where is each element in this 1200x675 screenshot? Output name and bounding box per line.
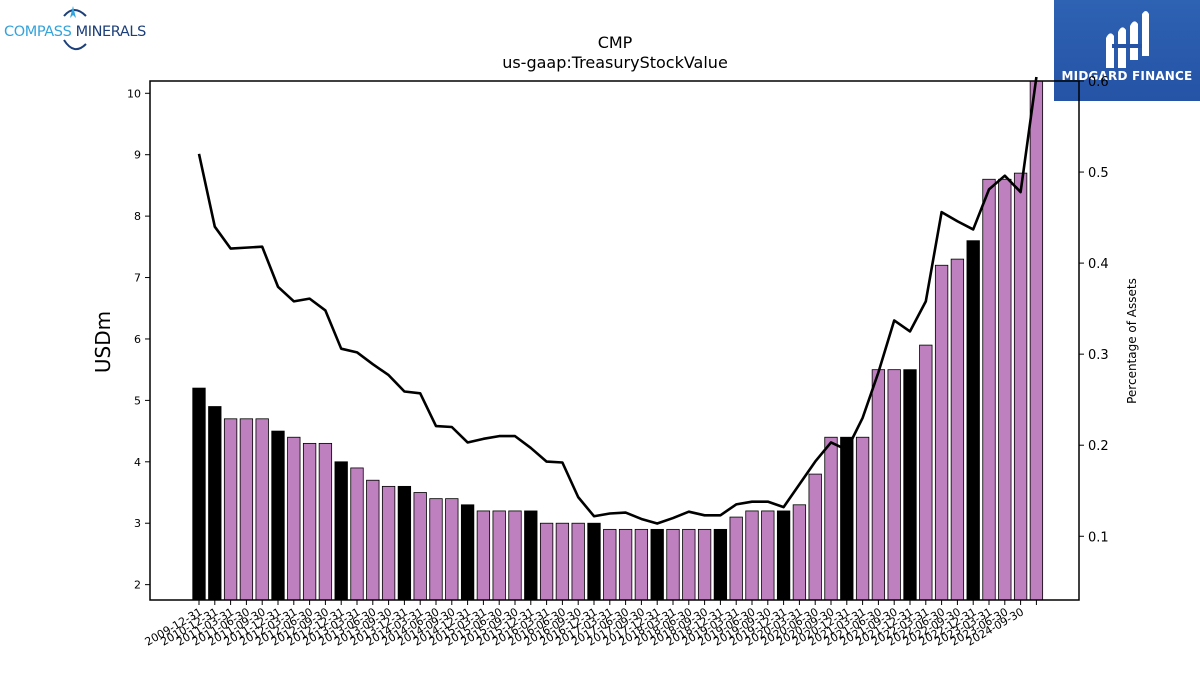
compass-logo-text-part1: COMPASS — [4, 24, 72, 40]
bar — [887, 369, 901, 601]
bar — [476, 510, 491, 601]
bar — [429, 498, 443, 601]
y-tick-label: 4 — [134, 456, 141, 469]
y2-axis-label: Percentage of Assets — [1125, 278, 1139, 404]
bar — [682, 528, 696, 601]
chart-subtitle: us-gaap:TreasuryStockValue — [502, 53, 728, 72]
bar — [982, 178, 996, 601]
y-tick-label: 2 — [134, 579, 141, 592]
bar — [508, 510, 522, 601]
y2-tick-label: 0.2 — [1088, 439, 1109, 454]
bar — [460, 504, 475, 601]
bar — [650, 528, 664, 601]
bar — [302, 442, 317, 601]
bar — [761, 510, 775, 601]
y2-tick-label: 0.1 — [1088, 530, 1109, 545]
bar — [366, 479, 380, 601]
midgard-m-icon — [1106, 11, 1149, 68]
line-path — [197, 76, 1038, 525]
compass-logo-text: COMPASS MINERALS — [4, 24, 146, 40]
compass-star-icon — [63, 6, 87, 51]
y-tick-label: 7 — [134, 272, 141, 285]
y-tick-label: 3 — [134, 517, 141, 530]
compass-logo-text-part2: MINERALS — [71, 24, 147, 40]
bar — [934, 264, 949, 601]
bar-series — [192, 80, 1044, 601]
bar — [998, 178, 1012, 601]
bar — [855, 436, 870, 601]
y-axis-label: USDm — [91, 311, 115, 373]
plot-frame — [149, 80, 1080, 601]
y2-tick-label: 0.6 — [1088, 75, 1109, 90]
bar — [603, 528, 617, 601]
bar — [729, 516, 743, 601]
bar — [919, 344, 933, 601]
bar — [1013, 172, 1028, 601]
bar — [824, 436, 838, 601]
midgard-logo-text: MIDGARD FINANCE — [1061, 69, 1193, 83]
bar — [413, 492, 427, 601]
bar — [555, 522, 570, 601]
y-tick-label: 6 — [134, 333, 141, 346]
bar — [587, 522, 601, 601]
x-axis: 2009-12-312010-12-312011-03-312011-06-30… — [143, 600, 1037, 649]
bar — [192, 387, 206, 601]
chart-title: CMP — [598, 33, 633, 52]
y-axis-left: 2 3 4 5 6 7 8 9 10 — [127, 87, 150, 592]
bar — [445, 498, 459, 601]
bar — [840, 436, 854, 601]
bar — [792, 504, 807, 601]
bar — [634, 528, 649, 601]
bar — [1029, 80, 1044, 601]
bar — [397, 485, 412, 601]
y-axis-right: 0.1 0.2 0.3 0.4 0.5 0.6 — [1079, 75, 1109, 545]
bar — [255, 418, 269, 601]
bar — [776, 510, 791, 601]
bar — [618, 528, 633, 601]
compass-minerals-logo: COMPASS MINERALS — [4, 6, 146, 54]
bar — [524, 510, 538, 601]
bar — [745, 510, 759, 601]
bar — [666, 528, 680, 601]
bar — [539, 522, 554, 601]
bar — [808, 473, 822, 601]
y-tick-label: 8 — [134, 210, 141, 223]
bar — [713, 528, 728, 601]
bar — [871, 369, 886, 601]
bar — [223, 418, 238, 601]
bar — [381, 485, 396, 601]
y2-tick-label: 0.4 — [1088, 257, 1109, 272]
bar — [950, 258, 965, 601]
line-series — [197, 76, 1038, 525]
y-tick-label: 9 — [134, 149, 141, 162]
bar — [287, 436, 301, 601]
y-tick-label: 5 — [134, 394, 141, 407]
y2-tick-label: 0.5 — [1088, 166, 1109, 181]
bar — [271, 430, 285, 601]
bar — [239, 418, 254, 601]
bar — [334, 461, 348, 601]
y-tick-label: 10 — [127, 87, 141, 100]
midgard-finance-logo: MIDGARD FINANCE — [1054, 0, 1200, 101]
bar — [492, 510, 506, 601]
bar — [208, 406, 222, 601]
bar — [697, 528, 712, 601]
y2-tick-label: 0.3 — [1088, 348, 1109, 363]
bar — [571, 522, 585, 601]
bar — [350, 467, 364, 601]
bar — [903, 369, 917, 601]
bar — [966, 240, 980, 601]
bar — [318, 442, 333, 601]
